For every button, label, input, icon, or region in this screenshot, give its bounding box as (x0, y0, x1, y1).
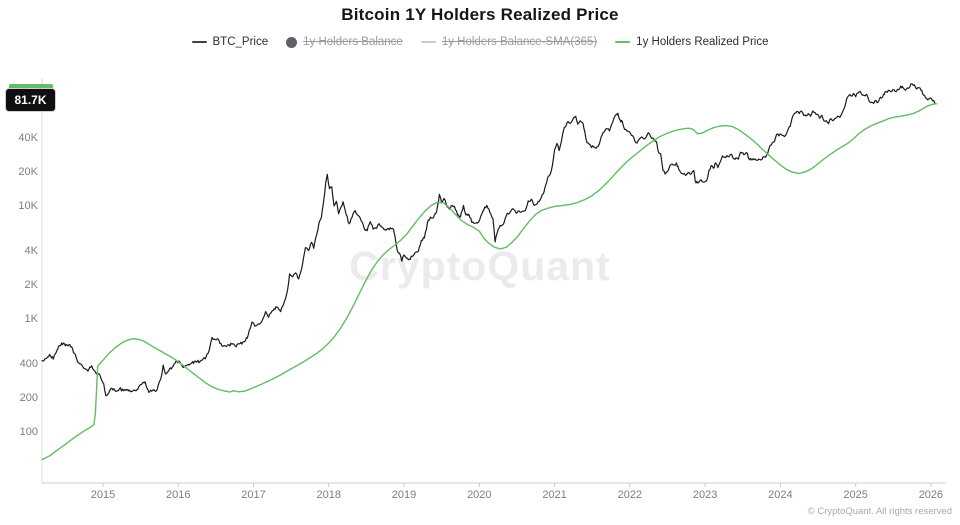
x-tick-2025: 2025 (843, 489, 868, 501)
x-tick-2017: 2017 (241, 489, 266, 501)
x-tick-2018: 2018 (316, 489, 341, 501)
btc-last-price-badge: 81.7K (6, 89, 55, 111)
legend-label: 1y Holders Balance (303, 36, 403, 48)
y-tick-400: 400 (19, 357, 38, 370)
legend-item-btc-price[interactable]: BTC_Price (191, 36, 269, 48)
legend-item-1y-holders-balance-sma-365-[interactable]: 1y Holders Balance-SMA(365) (420, 36, 598, 48)
line-marker-icon (191, 41, 207, 43)
btc-price-line (41, 83, 937, 397)
copyright-note: © CryptoQuant. All rights reserved (807, 506, 952, 517)
x-tick-2022: 2022 (617, 489, 643, 501)
legend: BTC_Price 1y Holders Balance 1y Holders Ba… (0, 34, 960, 50)
legend-label: 1y Holders Realized Price (636, 36, 769, 48)
legend-label: BTC_Price (212, 36, 269, 48)
y-tick-2k: 2K (24, 278, 38, 291)
x-tick-2020: 2020 (467, 489, 492, 501)
x-tick-2019: 2019 (391, 489, 417, 501)
x-tick-2016: 2016 (165, 489, 191, 501)
x-tick-2023: 2023 (692, 489, 718, 501)
circle-marker-icon (286, 36, 298, 48)
x-tick-2026: 2026 (918, 489, 944, 501)
legend-label: 1y Holders Balance-SMA(365) (441, 36, 598, 48)
chart-title: Bitcoin 1Y Holders Realized Price (341, 5, 619, 24)
legend-item-1y-holders-balance[interactable]: 1y Holders Balance (286, 36, 403, 48)
x-tick-2021: 2021 (542, 489, 567, 501)
y-tick-200: 200 (19, 391, 38, 404)
y-tick-20k: 20K (18, 165, 38, 178)
y-tick-1k: 1K (24, 312, 38, 325)
x-tick-2015: 2015 (90, 489, 116, 501)
line-marker-icon (615, 41, 631, 43)
y-tick-4k: 4K (24, 244, 38, 257)
legend-item-1y-holders-realized-price[interactable]: 1y Holders Realized Price (615, 36, 768, 48)
y-tick-40k: 40K (18, 131, 38, 144)
y-tick-100: 100 (19, 425, 38, 438)
1y-holders-realized-price-line (41, 103, 937, 461)
x-tick-2024: 2024 (768, 489, 793, 501)
realized-price-badge (9, 84, 53, 93)
line-marker-icon (420, 41, 436, 43)
y-tick-10k: 10K (18, 199, 38, 212)
